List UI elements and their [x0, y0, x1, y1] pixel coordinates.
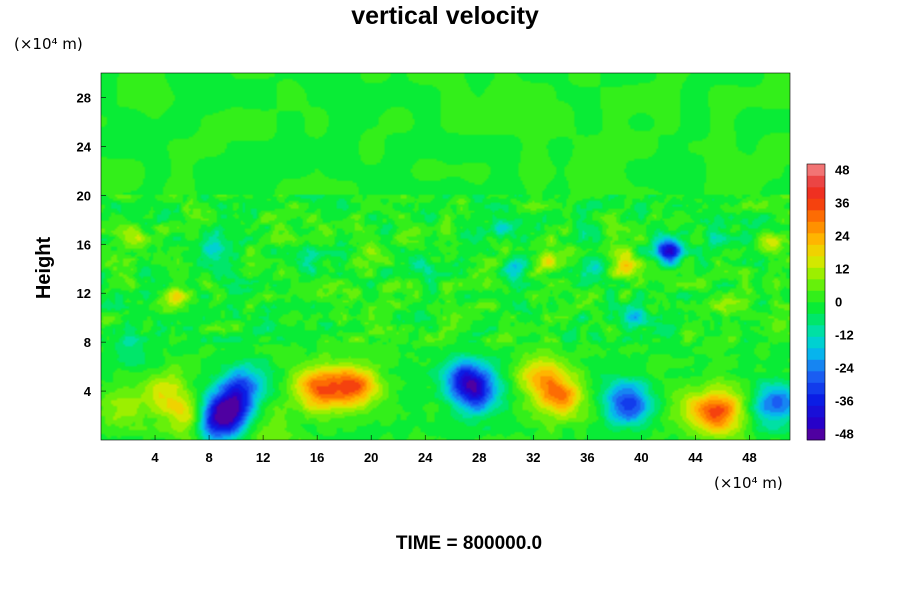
colorbar-band [807, 394, 825, 406]
y-tick-label: 8 [84, 335, 91, 350]
colorbar-band [807, 198, 825, 211]
colorbar-band [807, 359, 825, 372]
colorbar-frame [806, 163, 826, 441]
colorbar-band [807, 302, 825, 314]
colorbar-tick-label: -48 [835, 427, 854, 442]
x-tick-label: 28 [472, 450, 486, 465]
colorbar-tick-label: -24 [835, 361, 855, 376]
colorbar-tick-label: 24 [835, 229, 850, 244]
x-tick-label: 40 [634, 450, 648, 465]
colorbar-band [807, 417, 825, 429]
colorbar-tick-label: 48 [835, 163, 849, 178]
y-tick-label: 12 [77, 286, 91, 301]
x-tick-label: 48 [742, 450, 756, 465]
y-tick-label: 4 [84, 384, 92, 399]
y-tick-label: 20 [77, 188, 91, 203]
x-tick-label: 16 [310, 450, 324, 465]
colorbar-band [807, 382, 825, 395]
colorbar-band [807, 313, 825, 326]
colorbar-tick-label: 0 [835, 295, 842, 310]
y-tick-label: 16 [77, 237, 91, 252]
x-tick-label: 24 [418, 450, 433, 465]
x-tick-label: 8 [205, 450, 212, 465]
colorbar-band [807, 290, 825, 303]
colorbar-band [807, 371, 825, 383]
colorbar-band [807, 348, 825, 360]
y-axis-unit: (×10⁴ m) [14, 35, 83, 53]
x-axis-unit: (×10⁴ m) [714, 474, 783, 492]
chart-title: vertical velocity [351, 2, 539, 30]
x-axis-ticks: 4 8 12 16 20 24 28 32 36 40 44 48 [151, 435, 757, 465]
colorbar-band [807, 405, 825, 418]
colorbar-band [807, 428, 825, 441]
plot-area [100, 72, 791, 441]
y-tick-label: 24 [77, 139, 92, 154]
colorbar [806, 163, 826, 441]
time-label: TIME = 800000.0 [396, 533, 542, 554]
x-tick-label: 44 [688, 450, 703, 465]
y-axis-label: Height [33, 237, 55, 300]
colorbar-band [807, 267, 825, 280]
x-tick-label: 36 [580, 450, 594, 465]
colorbar-tick-label: 36 [835, 196, 849, 211]
colorbar-band [807, 221, 825, 234]
colorbar-band [807, 336, 825, 349]
colorbar-band [807, 279, 825, 291]
x-tick-label: 20 [364, 450, 378, 465]
colorbar-band [807, 210, 825, 222]
colorbar-band [807, 325, 825, 337]
colorbar-tick-label: -12 [835, 328, 854, 343]
colorbar-tick-label: 12 [835, 262, 849, 277]
colorbar-band [807, 233, 825, 245]
y-axis-ticks: 4 8 12 16 20 24 28 [77, 90, 106, 399]
y-tick-label: 28 [77, 90, 91, 105]
colorbar-tick-label: -36 [835, 394, 854, 409]
colorbar-ticks: 48 36 24 12 0 -12 -24 -36 -48 [835, 163, 855, 442]
colorbar-band [807, 164, 825, 176]
plot-frame [100, 72, 791, 441]
colorbar-band [807, 244, 825, 257]
colorbar-band [807, 256, 825, 268]
velocity-field [101, 73, 790, 440]
x-tick-label: 4 [151, 450, 159, 465]
colorbar-band [807, 187, 825, 199]
colorbar-band [807, 175, 825, 188]
x-tick-label: 32 [526, 450, 540, 465]
x-tick-label: 12 [256, 450, 270, 465]
